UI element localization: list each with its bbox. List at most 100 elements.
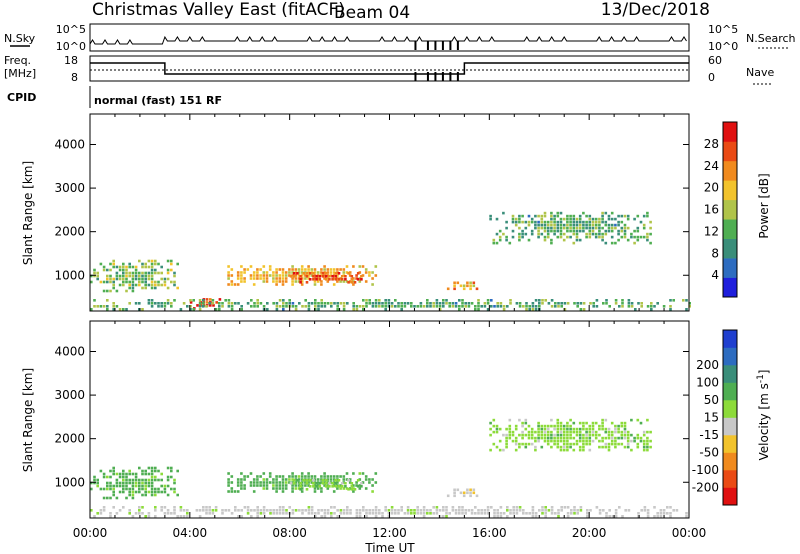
power-cell (125, 277, 128, 281)
vel-cell (623, 445, 627, 449)
power-cell (109, 289, 112, 293)
vel-cell (144, 484, 147, 488)
vel-cell (350, 482, 354, 485)
vel-cell (620, 421, 624, 425)
vel-cell (109, 484, 112, 488)
power-cell (96, 305, 99, 308)
power-cell (459, 284, 463, 288)
vel-cell (489, 433, 492, 437)
power-cell (115, 305, 119, 308)
power-data-layer (90, 211, 691, 311)
power-cell (474, 305, 477, 308)
power-cell (620, 226, 624, 230)
vel-cell (569, 442, 572, 446)
vel-cell (118, 484, 122, 488)
vel-cell (93, 478, 96, 482)
power-cell (578, 217, 582, 221)
power-cell (106, 305, 109, 308)
power-cell (575, 238, 579, 242)
power-cell (525, 305, 528, 308)
power-cell (537, 232, 540, 236)
power-cell (605, 302, 608, 305)
power-cell (275, 283, 278, 286)
power-cell (163, 302, 167, 305)
vel-cell (348, 487, 352, 490)
power-cell (483, 305, 487, 308)
power-cell (90, 280, 93, 284)
vel-cell (102, 487, 106, 491)
vel-cell (537, 430, 540, 434)
vel-cell (310, 506, 314, 509)
vel-cell (514, 427, 518, 431)
vel-cell (562, 427, 566, 431)
power-cell (275, 274, 278, 277)
power-cell (413, 305, 416, 308)
vel-cell (559, 424, 563, 428)
power-cell (115, 271, 119, 275)
vel-cell (537, 439, 540, 443)
power-cell (128, 265, 131, 269)
power-cell (591, 220, 595, 224)
vel-cell (585, 433, 588, 437)
power-cell (601, 226, 604, 230)
vel-cell (610, 439, 614, 443)
power-colorbar-tick-label: 16 (704, 203, 719, 217)
vel-cell (230, 512, 234, 515)
power-cell (144, 286, 147, 290)
power-y-label: Slant Range [km] (21, 161, 35, 265)
vel-cell (598, 512, 602, 515)
vel-cell (585, 442, 588, 446)
vel-cell (109, 512, 112, 515)
power-cell (310, 274, 314, 277)
vel-cell (604, 427, 608, 431)
power-cell (266, 308, 269, 311)
power-cell (173, 274, 176, 278)
power-cell (316, 271, 320, 274)
power-cell (569, 223, 572, 227)
vel-cell (562, 442, 566, 446)
vel-cell (518, 442, 521, 446)
power-cell (144, 283, 147, 287)
power-cell (514, 223, 518, 227)
vel-cell (614, 515, 618, 518)
power-cell (601, 232, 604, 236)
power-cell (374, 302, 378, 305)
vel-cell (511, 433, 515, 437)
power-colorbar-bin (723, 199, 737, 220)
vel-cell (365, 515, 368, 518)
vel-cell (575, 439, 579, 443)
power-cell (240, 265, 243, 268)
vel-cell (569, 436, 572, 440)
vel-cell (426, 512, 429, 515)
power-cell (138, 302, 141, 305)
vel-cell (307, 475, 310, 478)
power-cell (323, 302, 327, 305)
vel-cell (361, 481, 365, 484)
power-cell (438, 302, 442, 305)
power-cell (636, 226, 640, 230)
vel-cell (240, 487, 243, 490)
vel-cell (115, 496, 119, 500)
vel-cell (115, 478, 119, 482)
power-cell (604, 211, 608, 215)
power-colorbar-tick-label: 8 (711, 246, 719, 260)
vel-cell (527, 442, 531, 446)
vel-cell (342, 475, 346, 478)
vel-cell (211, 512, 215, 515)
vel-cell (639, 436, 643, 440)
power-cell (543, 238, 547, 242)
power-cell (227, 305, 231, 308)
vel-cell (205, 512, 208, 515)
vel-cell (268, 475, 272, 478)
power-cell (546, 232, 550, 236)
vel-cell (495, 424, 499, 428)
vel-cell (353, 488, 357, 491)
vel-cell (543, 427, 547, 431)
power-cell (496, 302, 499, 305)
power-cell (131, 277, 135, 281)
power-colorbar-tick-label: 24 (704, 159, 719, 173)
vel-cell (160, 484, 163, 488)
vel-cell (336, 478, 339, 481)
power-cell (211, 299, 215, 302)
